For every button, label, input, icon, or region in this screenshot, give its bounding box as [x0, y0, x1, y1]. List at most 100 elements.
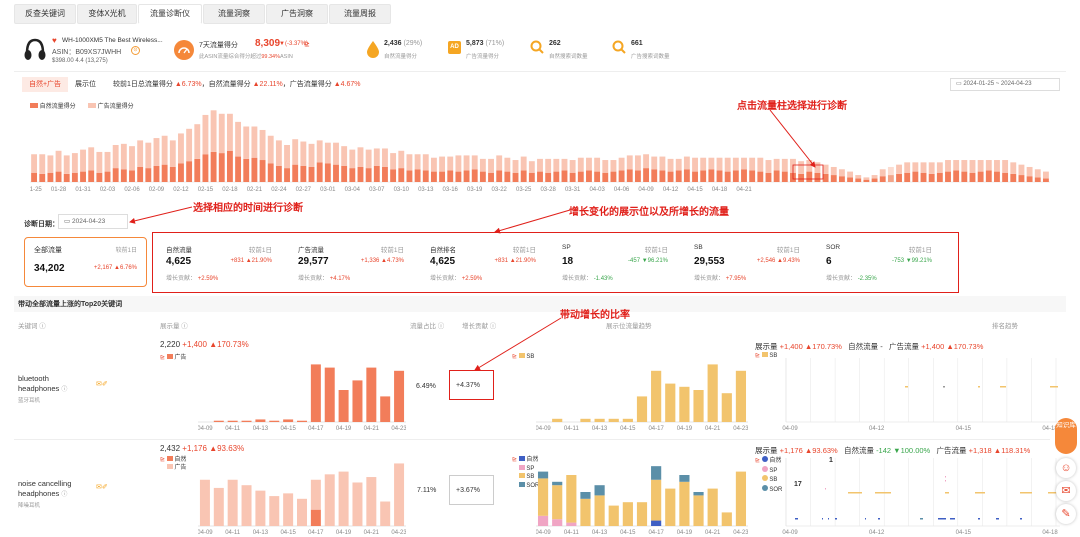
date-range-picker[interactable]: ▭ 2024-01-25 ~ 2024-04-23	[950, 78, 1060, 91]
keyword-noise-cancelling-headphones[interactable]: noise cancelling headphones ⓘ 降噪耳机	[18, 479, 72, 509]
row1-impressions-chart[interactable]: 04-09 04-11 04-13 04-15 04-17 04-19 04-21 04-23	[198, 358, 406, 434]
rank-mark	[978, 386, 980, 388]
row-divider	[14, 439, 1050, 440]
natural-score-bar	[120, 169, 127, 182]
rank-mark	[945, 476, 946, 478]
natural-score-bar	[749, 170, 756, 182]
ad-score-bar	[594, 157, 601, 172]
natural-score-bar	[341, 165, 348, 182]
chart-bar	[566, 522, 577, 526]
metric-card[interactable]: 自然流量 较前1日 4,625 +831 ▲21.90% 增长贡献： +2.59%	[166, 232, 272, 293]
metric-card[interactable]: SP 较前1日 18 -457 ▼96.21% 增长贡献： -1.43%	[562, 232, 668, 293]
main-chart-tick: 03-04	[345, 187, 361, 193]
row2-placement-chart[interactable]: 04-09 04-11 04-13 04-15 04-17 04-19 04-21 04-23	[536, 458, 748, 537]
ad-score-bar	[879, 169, 886, 177]
row2-rank-label2: 17	[794, 481, 802, 488]
ad-score-bar	[496, 155, 503, 171]
knowledge-base-button[interactable]: 知识库	[1055, 418, 1077, 454]
chart-bar	[537, 471, 549, 479]
total-traffic-card[interactable]: 全部流量 较前1日 34,202 +2,167 ▲6.76%	[24, 237, 147, 287]
rank-mark	[828, 518, 829, 520]
ad-score-bar	[936, 162, 943, 173]
main-chart-tick: 04-12	[663, 187, 679, 193]
legend-ad[interactable]: 广告流量得分	[88, 101, 134, 110]
natural-score-bar	[324, 163, 331, 182]
subtab-placement[interactable]: 展示位	[75, 81, 96, 88]
chart-bar	[735, 370, 747, 422]
natural-score-bar	[439, 171, 446, 182]
ad-score-bar	[112, 145, 119, 169]
header-keyword: 关键词 ⓘ	[18, 323, 46, 330]
row1-placement-chart[interactable]: 04-09 04-11 04-13 04-15 04-17 04-19 04-21 04-23	[536, 358, 748, 434]
chart-tick: 04-23	[391, 530, 406, 536]
metric-card-compare: 较前1日	[776, 247, 800, 254]
natural-score-bar	[243, 158, 250, 182]
chart-tick: 04-21	[364, 426, 380, 432]
natural-score-bar	[251, 157, 258, 182]
main-chart-tick: 04-06	[614, 187, 630, 193]
line-chart-icon[interactable]: ⊵	[304, 41, 310, 48]
row2-rank-legend[interactable]: ⊵ 自然 SP SB SOR	[755, 456, 783, 493]
tab-variant-xray[interactable]: 变体X光机	[77, 4, 137, 24]
product-image[interactable]	[22, 37, 48, 63]
natural-score-bar	[504, 171, 511, 182]
keyword-tool-icons[interactable]: ✉✐	[96, 484, 108, 491]
ad-score-bar	[333, 142, 339, 165]
tab-ad-insight[interactable]: 广告洞察	[266, 4, 328, 24]
ad-score-bar	[749, 157, 756, 171]
main-chart-tick: 04-09	[638, 187, 654, 193]
metric-card-compare: 较前1日	[380, 247, 404, 254]
natural-score-bar	[414, 169, 421, 182]
row1-rank-chart[interactable]: 04-09 04-12 04-15 04-18	[780, 358, 1060, 434]
metric-card[interactable]: 自然排名 较前1日 4,625 +831 ▲21.90% 增长贡献： +2.59%	[430, 232, 536, 293]
chart-bar	[707, 364, 718, 422]
ad-score-bar	[430, 157, 437, 172]
chart-bar	[352, 380, 363, 422]
row2-imp-legend[interactable]: ⊵ 自然 广告	[160, 456, 187, 471]
natural-score-bar	[357, 166, 364, 182]
ad-score-bar	[920, 162, 927, 173]
support-agent-icon[interactable]: ☺	[1056, 458, 1076, 478]
tab-traffic-weekly[interactable]: 流量周报	[329, 4, 391, 24]
ad-score-bar	[977, 160, 984, 172]
header-share: 流量占比 ⓘ	[410, 323, 445, 330]
main-chart-tick: 03-16	[443, 187, 459, 193]
row2-placement-legend[interactable]: ⊵ 自然 SP SB SOR	[512, 456, 540, 489]
chart-tick: 04-19	[677, 530, 693, 536]
metric-card[interactable]: SB 较前1日 29,553 +2,546 ▲9.43% 增长贡献： +7.95%	[694, 232, 800, 293]
row2-rank-chart[interactable]: 04-09 04-12 04-15 04-18	[780, 458, 1060, 537]
tab-traffic-diagnosis[interactable]: 流量诊断仪	[138, 4, 202, 24]
chart-tick: 04-13	[592, 530, 608, 536]
metric-card-value: 18	[562, 256, 574, 267]
tab-traffic-insight[interactable]: 流量洞察	[203, 4, 265, 24]
subtab-natural-ad[interactable]: 自然+广告	[22, 77, 68, 92]
natural-score-bar	[284, 168, 290, 182]
row1-imp-legend[interactable]: ⊵ 广告	[160, 354, 187, 361]
row1-rank-legend[interactable]: ⊵ SB	[755, 352, 778, 359]
main-traffic-chart[interactable]: 01-25 01-28 01-31 02-03 02-06 02-09 02-12 02-15…	[30, 108, 1050, 194]
rank-tick: 04-12	[869, 426, 885, 432]
natural-score-bar	[96, 172, 103, 182]
tab-reverse-keyword[interactable]: 反查关键词	[14, 4, 76, 24]
natural-score-bar	[798, 173, 805, 182]
chart-bar	[241, 420, 252, 422]
legend-natural[interactable]: 自然流量得分	[30, 101, 76, 110]
natural-score-bar	[422, 170, 429, 182]
keyword-bluetooth-headphones[interactable]: bluetooth headphones ⓘ 蓝牙耳机	[18, 374, 68, 404]
feedback-icon[interactable]: ✎	[1056, 504, 1076, 524]
metric-card[interactable]: 广告流量 较前1日 29,577 +1,336 ▲4.73% 增长贡献： +4.17%	[298, 232, 404, 293]
product-title[interactable]: WH-1000XM5 The Best Wireless...	[62, 37, 163, 44]
chart-bar	[735, 471, 747, 526]
row2-imp-header: 2,432 +1,176 ▲93.63%	[160, 444, 245, 453]
ad-score-bar	[275, 140, 282, 166]
metric-card-delta: -753 ▼99.21%	[892, 258, 932, 264]
row2-impressions-chart[interactable]: 04-09 04-11 04-13 04-15 04-17 04-19 04-21 04-23	[198, 458, 406, 537]
diagnosis-date-picker[interactable]: ▭ 2024-04-23	[58, 214, 128, 229]
summary-text: 较前1日总流量得分 ▲6.73%，自然流量得分 ▲22.11%，广告流量得分 ▲…	[113, 81, 361, 88]
favorite-heart-icon[interactable]: ♥	[52, 36, 57, 45]
ad-score-bar	[414, 154, 421, 170]
chat-icon[interactable]: ✉	[1056, 481, 1076, 501]
keyword-tool-icons[interactable]: ✉✐	[96, 381, 108, 388]
metric-card[interactable]: SOR 较前1日 6 -753 ▼99.21% 增长贡献： -2.35%	[826, 232, 932, 293]
row1-placement-legend[interactable]: ⊵ SB	[512, 353, 535, 360]
